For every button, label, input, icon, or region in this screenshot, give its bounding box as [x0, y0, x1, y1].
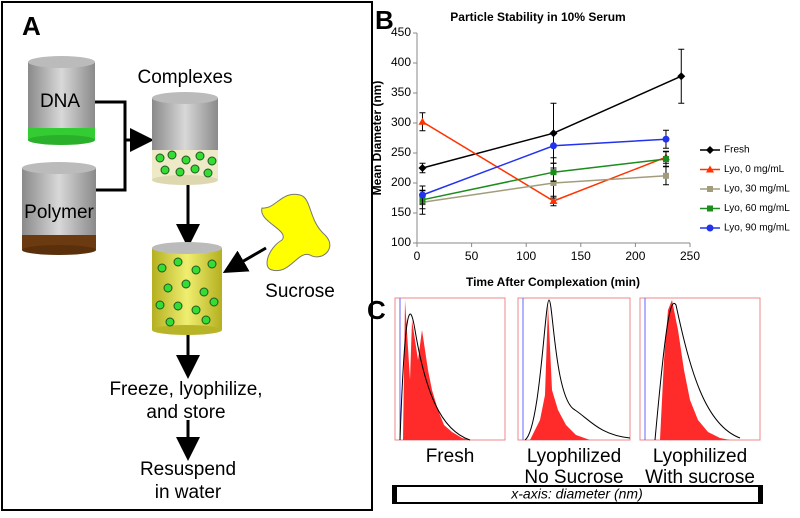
- x-tick-label: 50: [465, 249, 479, 263]
- node-label: DNA: [40, 91, 80, 112]
- histogram-label: With sucrose: [645, 467, 755, 488]
- node-label: Complexes: [137, 67, 232, 88]
- node-label: in water: [155, 482, 222, 503]
- marker: [418, 117, 427, 125]
- series-line: [422, 138, 667, 196]
- axis-note-cap: [758, 486, 762, 503]
- sucrose-cylinder: [152, 242, 222, 335]
- polymer-cylinder: [22, 162, 96, 255]
- marker: [550, 169, 557, 176]
- series-line: [422, 175, 667, 203]
- marker: [662, 172, 669, 179]
- histogram-label: No Sucrose: [524, 467, 623, 488]
- chart: 100 150 200 250 300 350 400 450 0 50 100 150 200 250 F…: [391, 25, 790, 263]
- marker: [662, 135, 670, 143]
- histogram-label: Lyophilized: [653, 446, 747, 467]
- series-line: [422, 121, 667, 202]
- panel-label: A: [22, 11, 41, 41]
- series-line: [422, 158, 667, 201]
- x-tick-label: 0: [414, 249, 421, 263]
- legend-label: Lyo, 30 mg/mL: [724, 184, 790, 195]
- x-tick-label: 150: [571, 249, 591, 263]
- y-tick-label: 250: [391, 145, 411, 159]
- axis-note-cap: [393, 486, 397, 503]
- legend-label: Lyo, 0 mg/mL: [724, 164, 785, 175]
- marker: [677, 72, 686, 81]
- complexes-cylinder: [152, 92, 218, 185]
- legend-label: Fresh: [724, 145, 750, 156]
- histogram: [517, 297, 631, 441]
- histogram-label: Lyophilized: [527, 446, 621, 467]
- panel-label: C: [367, 295, 386, 325]
- y-tick-label: 450: [391, 25, 411, 39]
- legend-marker: [707, 186, 713, 192]
- y-tick-label: 400: [391, 55, 411, 69]
- y-tick-label: 350: [391, 85, 411, 99]
- histogram-label: Fresh: [426, 446, 475, 467]
- node-label: and store: [146, 402, 225, 423]
- x-tick-label: 250: [680, 249, 700, 263]
- legend-marker: [706, 146, 714, 154]
- histogram: [639, 297, 761, 441]
- y-tick-label: 300: [391, 115, 411, 129]
- dna-cylinder: [28, 56, 95, 145]
- marker: [549, 197, 558, 204]
- legend-marker: [707, 205, 713, 212]
- legend-marker: [706, 165, 714, 173]
- y-tick-label: 100: [391, 235, 411, 249]
- histogram: [394, 297, 506, 441]
- legend-label: Lyo, 90 mg/mL: [724, 223, 790, 234]
- node-label: Freeze, lyophilize,: [109, 379, 262, 400]
- connector: [95, 100, 148, 192]
- series-line: [422, 75, 682, 169]
- y-tick-label: 200: [391, 175, 411, 189]
- marker: [418, 191, 426, 199]
- x-tick-label: 200: [625, 249, 645, 263]
- node-label: Sucrose: [265, 281, 335, 302]
- y-tick-label: 150: [391, 205, 411, 219]
- sucrose-blob: [261, 193, 331, 272]
- node-label: Resuspend: [140, 459, 236, 480]
- arrow: [222, 246, 267, 274]
- node-label: Polymer: [24, 202, 94, 223]
- histogram-panels: [394, 297, 761, 441]
- marker: [662, 156, 669, 162]
- marker: [418, 164, 427, 172]
- chart-title: Particle Stability in 10% Serum: [450, 10, 625, 24]
- marker: [550, 142, 557, 150]
- x-tick-label: 100: [516, 249, 536, 263]
- legend-marker: [706, 224, 714, 232]
- x-axis-title: Time After Complexation (min): [466, 275, 640, 289]
- panel-a-frame: [1, 1, 373, 511]
- panel-label: B: [375, 5, 394, 35]
- y-axis-title: Mean Diameter (nm): [370, 81, 384, 196]
- marker: [550, 180, 557, 186]
- legend-label: Lyo, 60 mg/mL: [724, 203, 790, 214]
- marker: [549, 129, 558, 138]
- axis-note: x-axis: diameter (nm): [510, 486, 642, 502]
